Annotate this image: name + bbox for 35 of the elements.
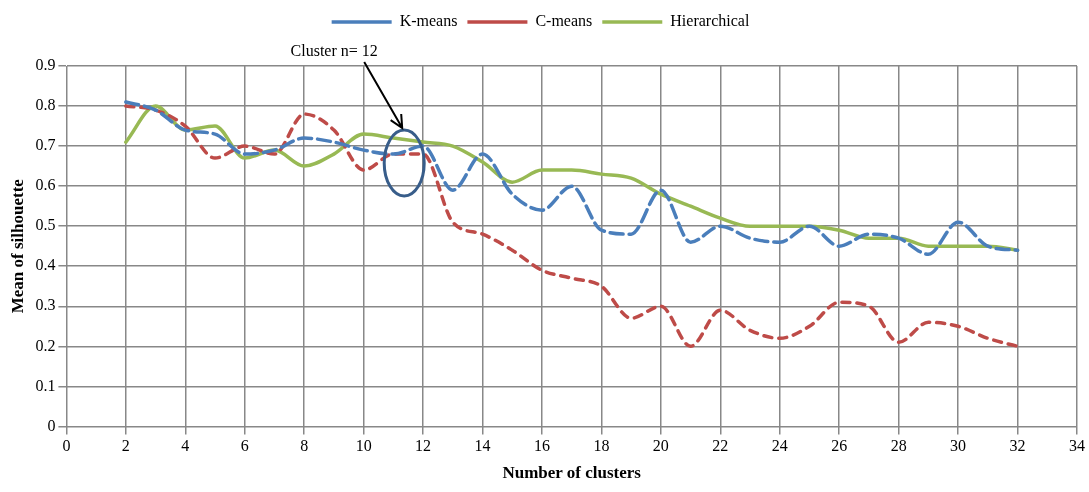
y-tick-label: 0.3 (35, 296, 56, 314)
x-tick-label: 18 (593, 437, 610, 455)
legend-label: Hierarchical (670, 12, 750, 30)
x-tick-label: 26 (831, 437, 848, 455)
x-tick-label: 6 (240, 437, 249, 455)
x-tick-label: 30 (950, 437, 967, 455)
y-tick-label: 0.7 (35, 136, 56, 154)
x-tick-label: 4 (181, 437, 190, 455)
x-tick-label: 20 (652, 437, 669, 455)
x-tick-label: 22 (712, 437, 729, 455)
y-tick-label: 0.1 (35, 376, 56, 394)
y-tick-label: 0.4 (35, 256, 56, 274)
x-tick-label: 32 (1009, 437, 1026, 455)
x-tick-label: 34 (1069, 437, 1085, 455)
legend-label: C-means (535, 12, 593, 30)
y-tick-label: 0.2 (35, 336, 56, 354)
x-tick-label: 0 (62, 437, 71, 455)
x-tick-label: 14 (474, 437, 491, 455)
y-tick-label: 0.9 (35, 56, 56, 74)
y-tick-label: 0 (47, 416, 56, 434)
y-tick-label: 0.5 (35, 216, 56, 234)
x-tick-label: 16 (533, 437, 550, 455)
y-tick-label: 0.6 (35, 176, 56, 194)
x-axis-title: Number of clusters (502, 463, 642, 483)
legend-label: K-means (399, 12, 458, 30)
y-axis-title: Mean of silhouette (7, 178, 27, 314)
y-tick-label: 0.8 (35, 96, 56, 114)
x-tick-label: 10 (355, 437, 372, 455)
x-tick-label: 8 (300, 437, 309, 455)
x-tick-label: 28 (890, 437, 907, 455)
x-tick-label: 12 (415, 437, 432, 455)
x-tick-label: 2 (121, 437, 130, 455)
line-series (124, 104, 1020, 349)
text: Cluster n= 12 (290, 42, 378, 60)
x-tick-label: 24 (771, 437, 788, 455)
